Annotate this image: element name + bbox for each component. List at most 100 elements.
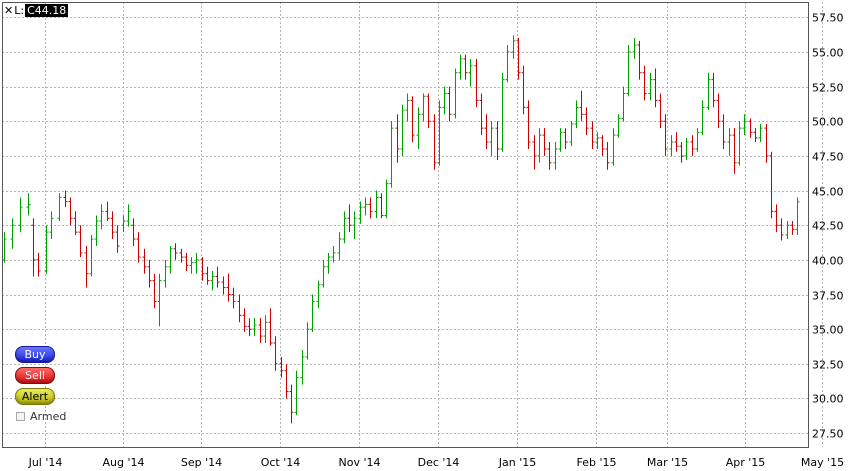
- ohlc-bar: [521, 65, 526, 115]
- ohlc-bar: [205, 266, 210, 285]
- ohlc-bar: [421, 93, 426, 122]
- ohlc-bar: [632, 38, 637, 59]
- y-tick-label: 55.00: [812, 47, 844, 60]
- ohlc-bar: [331, 245, 336, 263]
- ohlc-bar: [200, 257, 205, 281]
- ohlc-bar: [795, 197, 800, 235]
- y-tick-label: 42.50: [812, 220, 844, 233]
- ohlc-bar: [284, 363, 289, 399]
- ohlc-bar: [84, 245, 89, 288]
- ohlc-bar: [616, 114, 621, 138]
- ohlc-bar: [679, 142, 684, 163]
- ohlc-bar: [700, 100, 705, 136]
- ohlc-bar: [479, 93, 484, 136]
- ohlc-bar: [500, 72, 505, 152]
- ohlc-bar: [26, 193, 31, 216]
- ohlc-bar: [753, 128, 758, 143]
- ohlc-bar: [526, 100, 531, 149]
- x-axis-ticks: Jul '14 Aug '14 Sep '14 Oct '14 Nov '14 Dec '…: [28, 456, 845, 469]
- ohlc-bar: [721, 114, 726, 149]
- y-tick-label: 47.50: [812, 151, 844, 164]
- sell-button[interactable]: Sell: [15, 367, 55, 384]
- ohlc-bar: [258, 318, 263, 344]
- ohlc-bar: [73, 211, 78, 235]
- ohlc-bar: [337, 232, 342, 260]
- alert-button[interactable]: Alert: [15, 388, 55, 405]
- close-icon[interactable]: ✕: [4, 3, 14, 17]
- ohlc-bar: [126, 204, 131, 227]
- y-tick-label: 30.00: [812, 393, 844, 406]
- x-tick-label: Dec '14: [418, 456, 460, 469]
- ohlc-bar: [400, 104, 405, 156]
- ohlc-bar: [10, 218, 15, 249]
- x-tick-label: Aug '14: [103, 456, 145, 469]
- ohlc-bar: [142, 248, 147, 274]
- x-tick-label: Jan '15: [498, 456, 536, 469]
- ohlc-bar: [247, 318, 252, 337]
- ohlc-bar: [305, 322, 310, 360]
- y-tick-label: 27.50: [812, 428, 844, 441]
- ohlc-bar: [310, 294, 315, 332]
- ohlc-bar: [374, 190, 379, 219]
- ohlc-bar: [684, 137, 689, 161]
- ohlc-bar: [637, 40, 642, 80]
- ohlc-bar: [2, 232, 7, 263]
- ohlc-bar: [690, 135, 695, 156]
- armed-label: Armed: [30, 410, 67, 423]
- price-readout: ✕ L: C44.18: [4, 3, 69, 17]
- ohlc-bar: [416, 107, 421, 149]
- ohlc-bar: [221, 276, 226, 295]
- ohlc-bar: [168, 245, 173, 274]
- ohlc-bar: [600, 135, 605, 156]
- ohlc-bar: [99, 204, 104, 230]
- ohlc-bar: [395, 114, 400, 163]
- ohlc-bar: [769, 151, 774, 219]
- armed-toggle[interactable]: Armed: [16, 410, 66, 423]
- ohlc-bar: [194, 252, 199, 274]
- ohlc-bar: [63, 190, 68, 208]
- ohlc-bar: [31, 218, 36, 277]
- ohlc-bar: [569, 121, 574, 147]
- ohlc-bar: [352, 211, 357, 240]
- ohlc-bar: [289, 384, 294, 424]
- ohlc-bar: [764, 123, 769, 163]
- ohlc-bar: [537, 128, 542, 163]
- ohlc-bar: [758, 123, 763, 143]
- ohlc-bar: [179, 248, 184, 263]
- ohlc-bar: [447, 86, 452, 122]
- ohlc-bar: [484, 114, 489, 149]
- x-tick-label: Nov '14: [339, 456, 381, 469]
- ohlc-bar: [110, 211, 115, 240]
- ohlc-bar: [173, 243, 178, 260]
- ohlc-bar: [347, 204, 352, 233]
- y-axis-ticks: 27.50 30.00 32.50 35.00 37.50 40.00 42.50 45.00…: [812, 12, 844, 441]
- ohlc-bar: [532, 135, 537, 170]
- ohlc-bar: [626, 44, 631, 97]
- ohlc-bar: [584, 107, 589, 136]
- ohlc-bar: [268, 308, 273, 346]
- ohlc-bar: [136, 232, 141, 263]
- readout-prefix: L:: [14, 3, 25, 17]
- ohlc-bar: [790, 221, 795, 235]
- ohlc-bar: [669, 135, 674, 156]
- plot-border: [2, 2, 809, 448]
- buy-button[interactable]: Buy: [15, 346, 55, 363]
- y-tick-label: 50.00: [812, 116, 844, 129]
- ohlc-bar: [711, 72, 716, 108]
- ohlc-bar: [458, 54, 463, 80]
- ohlc-bar: [363, 197, 368, 216]
- ohlc-bar: [263, 315, 268, 344]
- ohlc-bar: [44, 225, 49, 274]
- ohlc-bar: [316, 280, 321, 309]
- ohlc-bar: [131, 218, 136, 246]
- ohlc-bar: [732, 128, 737, 174]
- ohlc-bar: [49, 211, 54, 240]
- chart-grid: [2, 2, 823, 447]
- x-tick-label: Jul '14: [28, 456, 63, 469]
- armed-checkbox[interactable]: [16, 412, 25, 421]
- y-tick-label: 57.50: [812, 12, 844, 25]
- ohlc-bar: [442, 86, 447, 115]
- ohlc-bar: [653, 68, 658, 108]
- ohlc-bar: [342, 211, 347, 244]
